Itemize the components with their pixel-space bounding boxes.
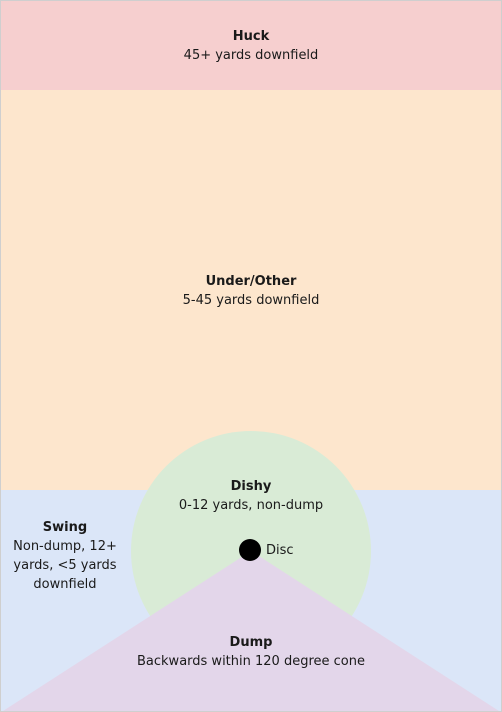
under-title: Under/Other [205, 274, 297, 289]
dishy-label: Dishy 0-12 yards, non-dump [141, 477, 361, 515]
swing-title: Swing [42, 520, 88, 535]
dump-title: Dump [229, 635, 273, 650]
disc-label: Disc [266, 541, 316, 560]
dump-description: Backwards within 120 degree cone [137, 654, 365, 669]
disc-label-text: Disc [266, 543, 294, 558]
dump-zone [3, 551, 499, 711]
huck-zone [1, 0, 501, 90]
under-description: 5-45 yards downfield [182, 293, 320, 308]
dishy-description: 0-12 yards, non-dump [178, 498, 324, 513]
under-zone [1, 90, 501, 490]
swing-description: Non-dump, 12+ yards, <5 yards downfield [13, 539, 117, 592]
dishy-title: Dishy [230, 479, 272, 494]
swing-label: Swing Non-dump, 12+ yards, <5 yards down… [8, 518, 122, 594]
disc-marker [239, 539, 261, 561]
huck-description: 45+ yards downfield [183, 48, 319, 63]
huck-label: Huck 45+ yards downfield [101, 27, 401, 65]
dump-label: Dump Backwards within 120 degree cone [91, 633, 411, 671]
under-label: Under/Other 5-45 yards downfield [101, 272, 401, 310]
huck-title: Huck [232, 29, 270, 44]
